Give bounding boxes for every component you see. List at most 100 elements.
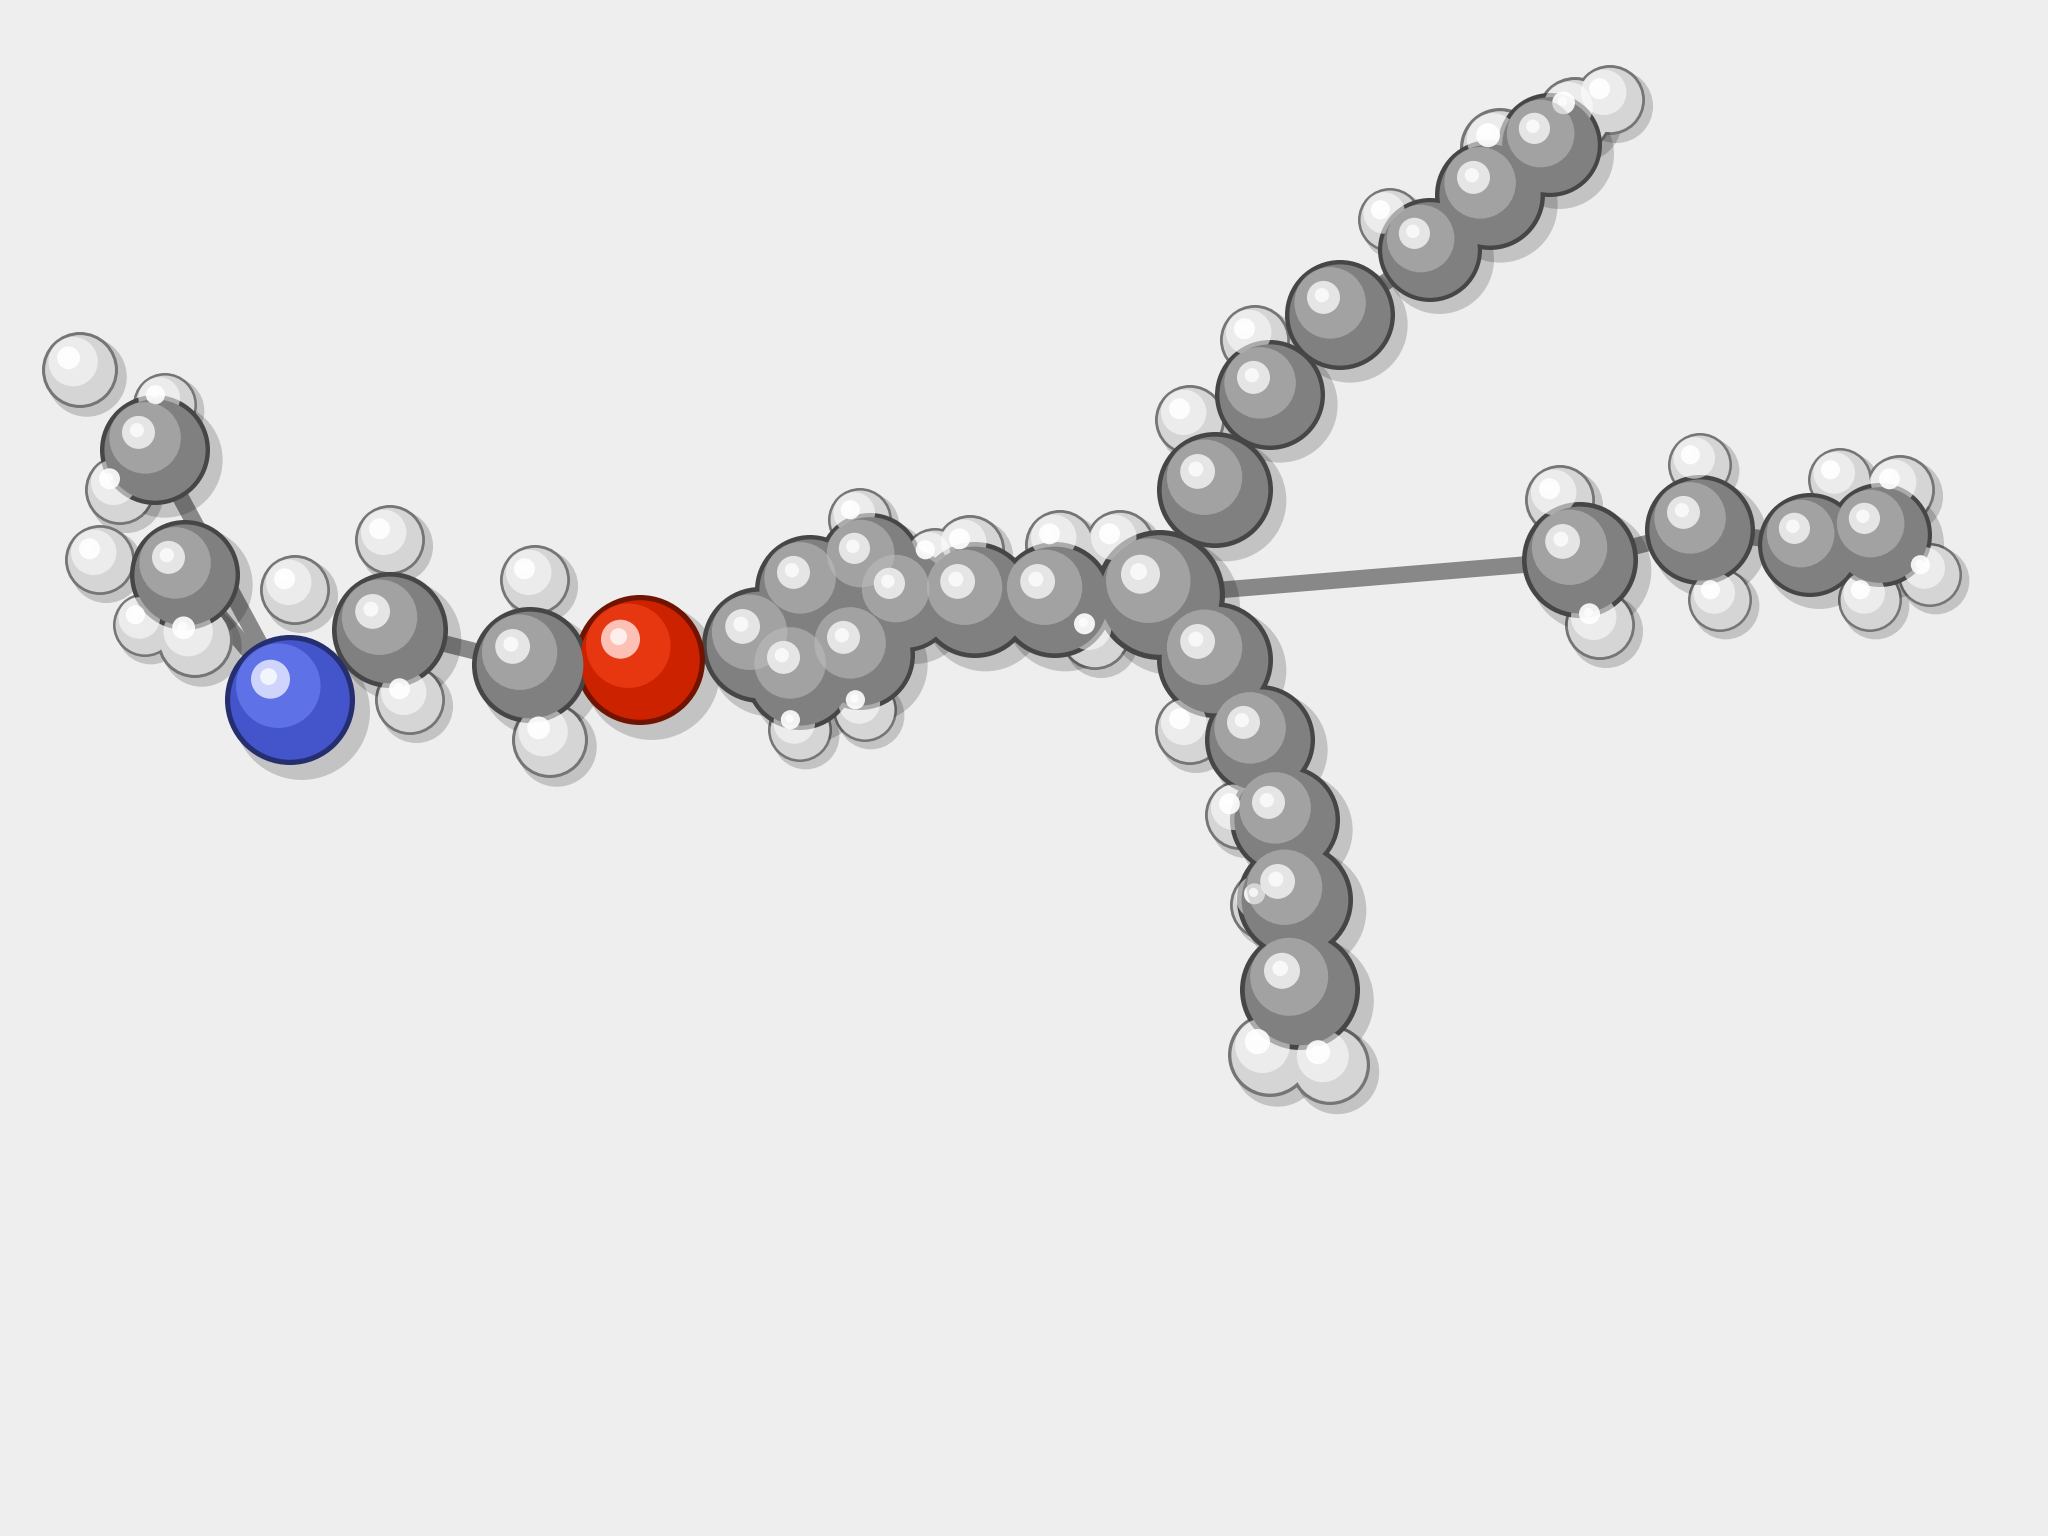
Circle shape (1544, 482, 1552, 492)
Circle shape (784, 714, 795, 722)
Ellipse shape (838, 682, 905, 750)
Circle shape (236, 644, 322, 728)
Ellipse shape (1530, 510, 1651, 631)
Circle shape (1096, 530, 1225, 660)
Circle shape (369, 518, 389, 539)
Circle shape (1243, 883, 1266, 905)
Circle shape (100, 395, 211, 505)
Circle shape (827, 621, 860, 654)
Circle shape (1065, 605, 1112, 650)
Circle shape (707, 591, 813, 699)
Ellipse shape (1065, 605, 1139, 677)
Circle shape (1526, 465, 1595, 535)
Circle shape (1180, 455, 1214, 488)
Ellipse shape (1542, 81, 1622, 161)
Circle shape (1868, 458, 1931, 522)
Ellipse shape (360, 510, 432, 584)
Circle shape (784, 564, 799, 578)
Circle shape (375, 665, 444, 736)
Circle shape (809, 604, 911, 705)
Ellipse shape (1030, 515, 1104, 588)
Circle shape (98, 468, 121, 490)
Ellipse shape (264, 559, 338, 633)
Circle shape (178, 622, 188, 631)
Circle shape (260, 554, 330, 625)
Circle shape (1251, 786, 1284, 819)
Circle shape (1235, 1018, 1290, 1074)
Circle shape (1667, 433, 1733, 498)
Circle shape (1667, 496, 1700, 528)
Circle shape (1757, 493, 1862, 598)
Circle shape (815, 607, 887, 679)
Circle shape (805, 601, 915, 710)
Circle shape (393, 684, 403, 691)
Circle shape (580, 601, 700, 720)
Circle shape (756, 535, 864, 645)
Circle shape (1688, 568, 1751, 631)
Circle shape (1901, 545, 1960, 605)
Ellipse shape (1165, 610, 1286, 731)
Ellipse shape (1237, 773, 1352, 888)
Circle shape (145, 386, 166, 404)
Circle shape (1100, 535, 1221, 654)
Circle shape (1544, 81, 1593, 132)
Ellipse shape (162, 607, 242, 687)
Circle shape (836, 628, 850, 642)
Circle shape (1436, 140, 1544, 250)
Circle shape (1466, 114, 1520, 166)
Circle shape (90, 459, 137, 505)
Circle shape (119, 598, 160, 639)
Circle shape (158, 602, 233, 677)
Circle shape (1241, 846, 1348, 954)
Circle shape (846, 690, 864, 710)
Circle shape (279, 573, 289, 582)
Ellipse shape (1362, 192, 1430, 260)
Circle shape (104, 473, 113, 482)
Circle shape (1526, 507, 1634, 613)
Circle shape (1481, 129, 1493, 138)
Circle shape (928, 550, 1001, 625)
Circle shape (760, 539, 860, 641)
Circle shape (342, 579, 418, 654)
Circle shape (1786, 519, 1800, 533)
Circle shape (1157, 432, 1274, 548)
Ellipse shape (1692, 573, 1759, 639)
Circle shape (1030, 515, 1077, 561)
Circle shape (575, 594, 705, 725)
Ellipse shape (1671, 438, 1739, 504)
Ellipse shape (1225, 310, 1298, 382)
Circle shape (1024, 510, 1096, 581)
Ellipse shape (1530, 470, 1604, 544)
Circle shape (1690, 570, 1749, 630)
Circle shape (940, 564, 975, 599)
Circle shape (1812, 452, 1855, 493)
Circle shape (1231, 1017, 1309, 1094)
Circle shape (838, 682, 881, 723)
Circle shape (389, 679, 410, 699)
Circle shape (1497, 94, 1602, 197)
Circle shape (1364, 192, 1405, 233)
Circle shape (834, 492, 874, 535)
Circle shape (954, 533, 963, 542)
Circle shape (1686, 450, 1694, 458)
Ellipse shape (1159, 390, 1233, 462)
Circle shape (164, 607, 213, 656)
Circle shape (997, 542, 1112, 657)
Ellipse shape (1812, 452, 1880, 519)
Circle shape (1239, 929, 1360, 1051)
Circle shape (1532, 470, 1577, 515)
Circle shape (1221, 306, 1290, 375)
Circle shape (1161, 607, 1268, 713)
Circle shape (827, 519, 895, 587)
Circle shape (262, 558, 328, 622)
Circle shape (1460, 108, 1540, 187)
Ellipse shape (1442, 147, 1559, 263)
Circle shape (1130, 564, 1147, 581)
Circle shape (152, 541, 184, 574)
Ellipse shape (752, 627, 868, 742)
Circle shape (115, 596, 174, 654)
Circle shape (827, 488, 893, 551)
Circle shape (109, 402, 180, 473)
Circle shape (764, 542, 836, 614)
Ellipse shape (1384, 204, 1493, 313)
